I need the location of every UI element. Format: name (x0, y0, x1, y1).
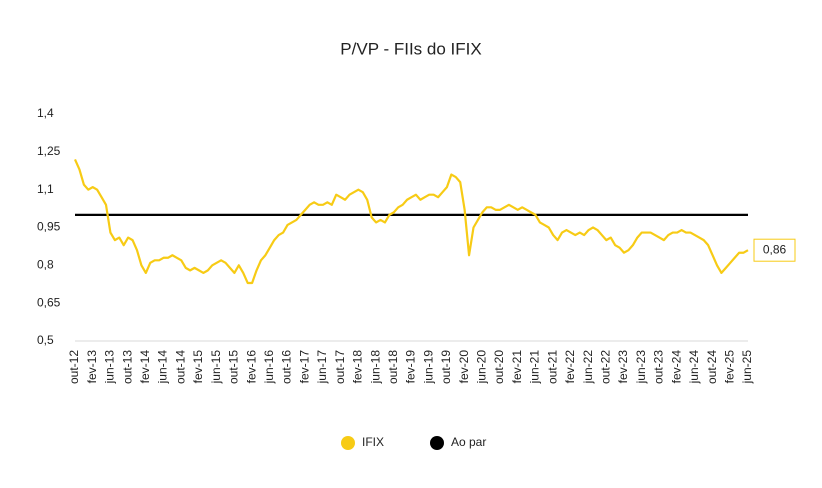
x-tick-label: out-12 (67, 350, 81, 384)
legend-label: IFIX (362, 435, 384, 449)
x-tick-label: out-19 (439, 350, 453, 384)
x-tick-label: out-18 (386, 350, 400, 384)
x-tick-label: jun-20 (475, 350, 489, 385)
y-tick-label: 1,4 (37, 106, 54, 120)
x-tick-label: out-20 (492, 350, 506, 384)
x-tick-label: out-15 (227, 350, 241, 384)
x-tick-label: jun-13 (103, 350, 117, 385)
y-tick-label: 0,8 (37, 258, 54, 272)
chart-title: P/VP - FIIs do IFIX (340, 39, 481, 58)
x-tick-label: out-21 (545, 350, 559, 384)
x-tick-label: fev-13 (85, 350, 99, 384)
legend-swatch (341, 436, 355, 450)
x-tick-label: fev-22 (563, 350, 577, 384)
x-tick-label: fev-24 (669, 350, 683, 384)
x-tick-label: out-14 (173, 350, 187, 384)
value-label: 0,86 (763, 242, 787, 256)
x-tick-label: out-16 (280, 350, 294, 384)
x-tick-label: jun-24 (687, 350, 701, 385)
x-tick-label: jun-22 (581, 350, 595, 385)
y-tick-label: 0,65 (37, 295, 61, 309)
x-tick-label: jun-25 (740, 350, 754, 385)
x-tick-label: fev-16 (244, 350, 258, 384)
x-tick-label: fev-19 (404, 350, 418, 384)
x-tick-label: fev-21 (510, 350, 524, 384)
x-tick-label: fev-23 (616, 350, 630, 384)
x-tick-label: out-13 (120, 350, 134, 384)
x-tick-label: fev-18 (351, 350, 365, 384)
x-tick-label: jun-18 (368, 350, 382, 385)
x-tick-label: fev-17 (297, 350, 311, 384)
x-tick-label: jun-16 (262, 350, 276, 385)
x-tick-label: fev-25 (722, 350, 736, 384)
series-line (73, 158, 749, 285)
x-tick-label: fev-15 (191, 350, 205, 384)
x-tick-label: fev-20 (457, 350, 471, 384)
y-tick-label: 0,95 (37, 220, 61, 234)
x-tick-label: out-24 (705, 350, 719, 384)
x-tick-label: jun-17 (315, 350, 329, 385)
y-tick-label: 1,25 (37, 144, 61, 158)
x-tick-label: fev-14 (138, 350, 152, 384)
x-tick-label: jun-15 (209, 350, 223, 385)
y-tick-label: 1,1 (37, 182, 54, 196)
x-tick-label: jun-23 (634, 350, 648, 385)
x-tick-label: out-23 (652, 350, 666, 384)
value-label-box (753, 238, 796, 262)
legend-swatch (430, 436, 444, 450)
x-tick-label: jun-21 (528, 350, 542, 385)
x-tick-label: jun-19 (421, 350, 435, 385)
x-tick-label: jun-14 (156, 350, 170, 385)
y-tick-label: 0,5 (37, 333, 54, 347)
legend-label: Ao par (451, 435, 486, 449)
x-tick-label: out-22 (598, 350, 612, 384)
x-tick-label: out-17 (333, 350, 347, 384)
